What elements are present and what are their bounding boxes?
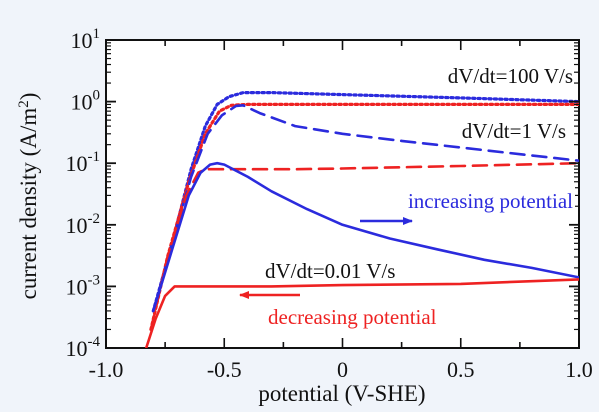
x-tick-label-4: 1.0 [565,357,593,382]
x-tick-label-1: -0.5 [207,357,242,382]
annotation-rate-1: dV/dt=1 V/s [462,119,566,143]
annotation-increasing-potential: increasing potential [408,189,573,213]
series-layer [144,90,579,348]
series-line-4 [152,161,579,313]
x-tick-label-2: 0 [337,357,348,382]
annotation-rate-0-01: dV/dt=0.01 V/s [265,259,395,283]
series-line-1 [149,102,579,332]
x-tick-label-0: -1.0 [89,357,124,382]
series-line-2 [152,104,579,313]
axis-ticks [105,39,580,349]
label-background-decreasing [265,303,523,331]
y-tick-label-1: 100 [71,88,101,115]
y-tick-label-2: 10-1 [66,149,101,176]
y-tick-label-3: 10-2 [66,211,101,238]
x-axis-label: potential (V-SHE) [258,381,425,406]
label-background-increasing [333,186,575,214]
y-tick-labels: 101 100 10-1 10-2 10-3 10-4 [66,26,101,361]
annotation-rate-100: dV/dt=100 V/s [448,64,573,88]
y-tick-label-0: 101 [71,26,101,53]
annotation-decreasing-potential: decreasing potential [268,305,437,329]
y-axis-label: current density (A/m2) [16,93,41,300]
series-line-3 [149,161,579,331]
y-tick-label-4: 10-3 [66,272,101,299]
x-tick-labels: -1.0 -0.5 0 0.5 1.0 [89,357,593,382]
y-tick-label-5: 10-4 [66,334,101,361]
x-tick-label-3: 0.5 [447,357,475,382]
series-line-5 [144,278,579,348]
